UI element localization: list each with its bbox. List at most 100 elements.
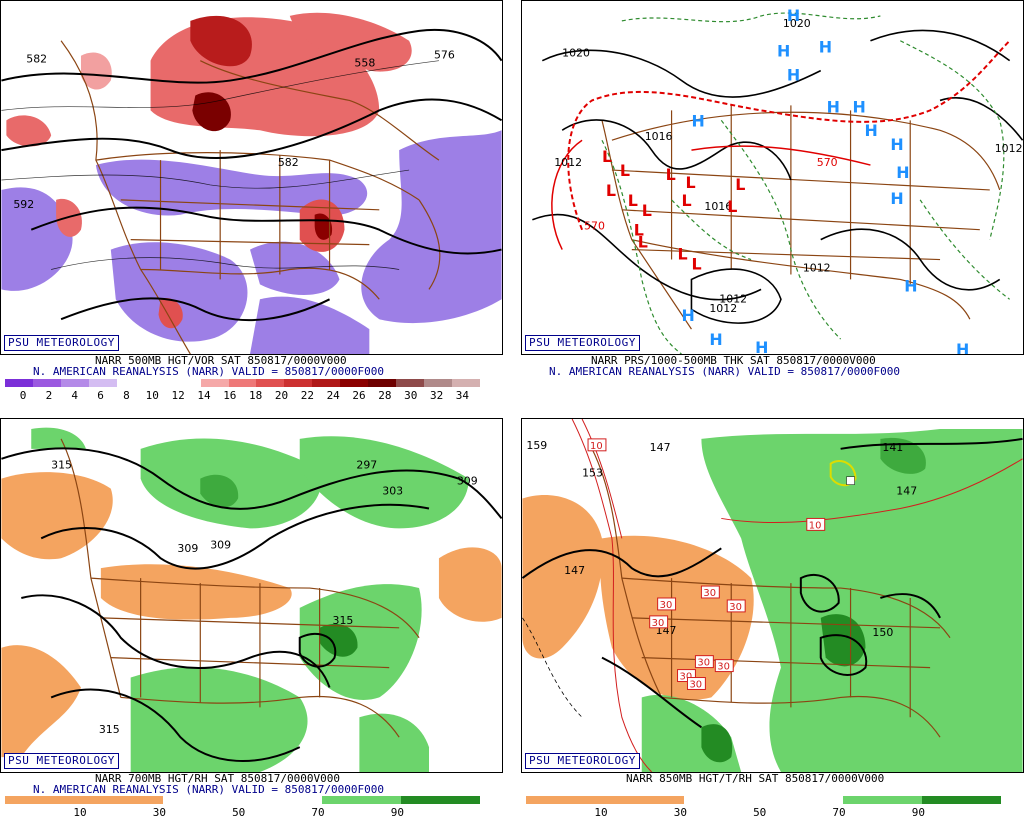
contour-label: 1020	[562, 47, 590, 60]
vorticity-colorbar	[5, 379, 480, 387]
colorbar-tick: 28	[378, 389, 392, 402]
contour-label: 153	[582, 467, 603, 480]
contour-label: 582	[26, 53, 47, 66]
colorbar-segment	[88, 379, 117, 387]
temp-label-box: 30	[677, 669, 696, 683]
colorbar-tick: 4	[71, 389, 79, 402]
high-pressure-marker: H	[956, 340, 969, 354]
temp-rh-850mb-map: 159 153 147 147 141 147 147 150 10 10 30…	[521, 418, 1024, 773]
contour-label: 570	[817, 156, 838, 169]
colorbar-tick: 90	[911, 806, 925, 819]
high-pressure-marker: H	[787, 66, 800, 85]
station-marker	[846, 476, 855, 485]
contour-label: 1020	[783, 17, 811, 30]
low-pressure-marker: L	[666, 165, 676, 184]
rh-700mb-map-graphic: 315 297 303 309 309 309 315 315	[1, 427, 502, 772]
colorbar-tick: 2	[45, 389, 53, 402]
colorbar-segment	[60, 379, 89, 387]
svg-text:10: 10	[809, 520, 822, 531]
svg-text:30: 30	[680, 672, 693, 683]
temp-label-box: 30	[694, 655, 714, 669]
colorbar-tick: 10	[145, 389, 159, 402]
colorbar-segment	[284, 379, 313, 387]
colorbar-tick: 26	[352, 389, 366, 402]
colorbar-segment	[144, 379, 173, 387]
low-pressure-marker: L	[634, 221, 644, 240]
svg-text:10: 10	[590, 441, 603, 452]
map-subtitle: N. AMERICAN REANALYSIS (NARR) VALID = 85…	[33, 365, 384, 378]
vorticity-colorbar-ticks: 0 2 4 6 8 10 12 14 16 18 20 22 24 26 28 30 32 34	[5, 390, 480, 401]
pressure-thickness-map: 1020 1016 1012 1016 1012 1012 1012 1012 …	[521, 0, 1024, 355]
temp-label-box: 30	[686, 677, 706, 690]
high-pressure-marker: H	[827, 97, 840, 116]
low-pressure-marker: L	[682, 191, 692, 210]
contour-label: 147	[650, 441, 671, 454]
high-pressure-marker: H	[682, 306, 695, 325]
svg-text:30: 30	[703, 588, 716, 599]
colorbar-segment	[424, 379, 452, 387]
map-subtitle: N. AMERICAN REANALYSIS (NARR) VALID = 85…	[33, 783, 384, 796]
contour-label: 1012	[995, 142, 1023, 155]
colorbar-tick: 50	[753, 806, 767, 819]
low-pressure-marker: L	[678, 245, 688, 264]
panel-850mb-temp-rh: 159 153 147 147 141 147 147 150 10 10 30…	[521, 418, 1024, 819]
temp-label-box: 30	[649, 615, 669, 629]
colorbar-segment	[5, 796, 85, 804]
colorbar-segment	[605, 796, 685, 804]
colorbar-segment	[228, 379, 257, 387]
colorbar-segment	[921, 796, 1002, 804]
colorbar-tick: 50	[232, 806, 246, 819]
colorbar-tick: 16	[223, 389, 237, 402]
colorbar-tick: 24	[326, 389, 340, 402]
contour-label: 558	[354, 57, 375, 70]
contour-label: 1012	[554, 156, 582, 169]
map-title: NARR 500MB HGT/VOR SAT 850817/0000V000	[95, 354, 347, 367]
contour-label: 315	[333, 614, 354, 627]
svg-text:30: 30	[660, 600, 673, 611]
contour-label: 1012	[719, 292, 747, 305]
colorbar-segment	[526, 796, 606, 804]
high-pressure-marker: H	[709, 330, 722, 349]
colorbar-segment	[763, 796, 843, 804]
colorbar-segment	[163, 796, 243, 804]
temp-label-box: 10	[806, 517, 826, 531]
colorbar-tick: 34	[455, 389, 470, 402]
contour-label: 150	[872, 626, 893, 639]
rh-colorbar	[526, 796, 1002, 804]
svg-text:30: 30	[717, 662, 730, 673]
panel-500mb-vorticity: 582 592 558 576 582 PSU METEOROLOGY NARR…	[0, 0, 503, 410]
map-title: NARR PRS/1000-500MB THK SAT 850817/0000V…	[591, 354, 876, 367]
temp-label-box: 30	[714, 659, 734, 673]
rh-colorbar	[5, 796, 481, 804]
colorbar-segment	[321, 796, 401, 804]
colorbar-tick: 0	[19, 389, 27, 402]
contour-label: 582	[278, 156, 299, 169]
colorbar-tick: 20	[274, 389, 289, 402]
low-pressure-marker: L	[691, 254, 701, 273]
low-pressure-marker: L	[685, 173, 695, 192]
contour-label: 159	[526, 439, 547, 452]
contour-label: 1016	[645, 130, 673, 143]
contour-label: 309	[457, 475, 478, 488]
low-pressure-marker: L	[642, 201, 652, 220]
low-pressure-marker: L	[620, 161, 630, 180]
colorbar-segment	[172, 379, 201, 387]
high-pressure-marker: H	[787, 6, 800, 25]
colorbar-tick: 8	[123, 389, 130, 402]
colorbar-tick: 14	[197, 389, 211, 402]
contour-label: 1012	[709, 302, 737, 315]
contour-label: 309	[210, 538, 231, 551]
colorbar-segment	[84, 796, 164, 804]
colorbar-tick: 30	[152, 806, 166, 819]
rh-700mb-map: 315 297 303 309 309 309 315 315 PSU METE…	[0, 418, 503, 773]
colorbar-tick: 30	[673, 806, 687, 819]
high-pressure-marker: H	[755, 338, 768, 354]
low-pressure-marker: L	[638, 233, 648, 252]
contour-label: 147	[564, 564, 585, 577]
colorbar-segment	[368, 379, 397, 387]
rh-colorbar-ticks: 10 30 50 70 90	[526, 807, 1001, 818]
colorbar-segment	[452, 379, 480, 387]
colorbar-segment	[396, 379, 425, 387]
high-pressure-marker: H	[896, 163, 909, 182]
high-pressure-marker: H	[777, 42, 790, 61]
